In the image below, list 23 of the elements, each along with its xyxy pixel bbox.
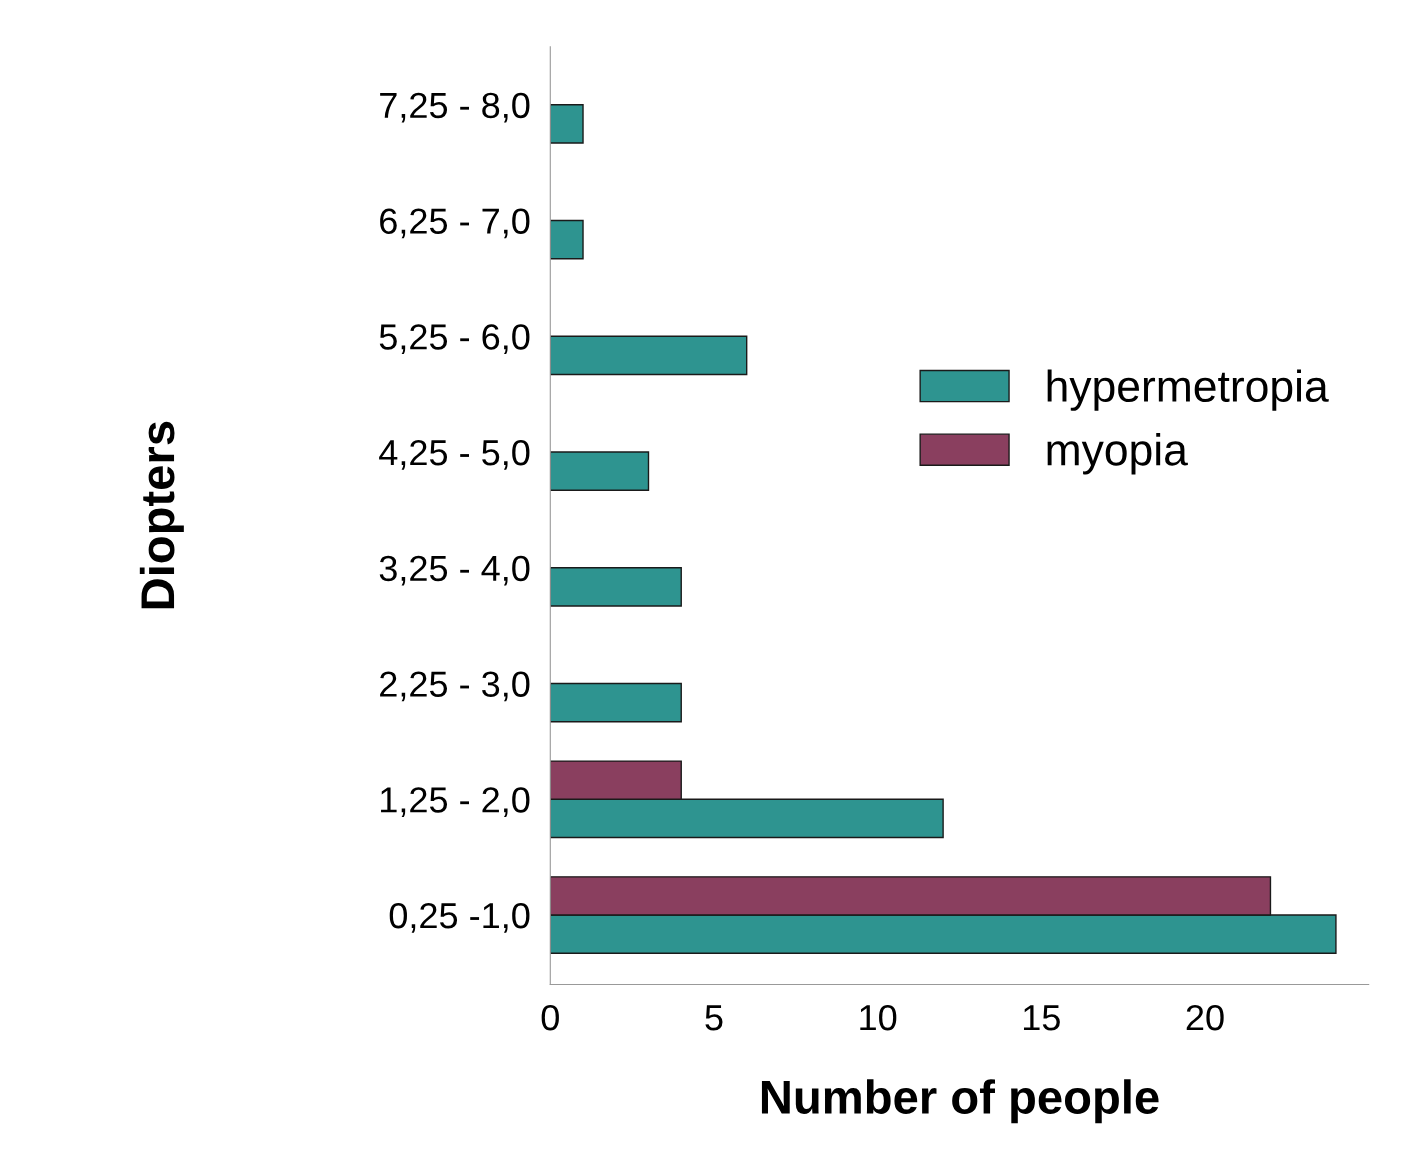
y-tick-label: 5,25 - 6,0	[379, 324, 530, 354]
x-tick-label: 0	[541, 1004, 559, 1031]
x-tick-label: 20	[1186, 1004, 1224, 1031]
legend-label: hypermetropia	[1047, 369, 1329, 411]
legend-label: myopia	[1047, 433, 1188, 475]
y-tick-label: 0,25 -1,0	[389, 902, 530, 933]
y-axis-title: Diopters	[139, 421, 184, 609]
y-tick-label: 2,25 - 3,0	[380, 671, 530, 702]
x-tick-label: 15	[1023, 1005, 1060, 1031]
y-tick-label: 7,25 - 8,0	[380, 92, 530, 123]
x-tick-label: 10	[860, 1004, 897, 1031]
y-tick-label: 4,25 - 5,0	[379, 439, 530, 470]
bar	[550, 335, 748, 376]
bar	[550, 682, 682, 723]
y-tick-label: 1,25 - 2,0	[381, 787, 530, 817]
y-tick-label: 6,25 - 7,0	[380, 208, 530, 239]
x-tick-label: 5	[705, 1005, 723, 1031]
x-axis-title: Number of people	[761, 1079, 1159, 1124]
y-tick-label: 3,25 - 4,0	[379, 555, 530, 586]
bar	[550, 567, 682, 607]
bar	[550, 219, 584, 260]
bar	[550, 104, 584, 144]
bar	[550, 451, 650, 491]
